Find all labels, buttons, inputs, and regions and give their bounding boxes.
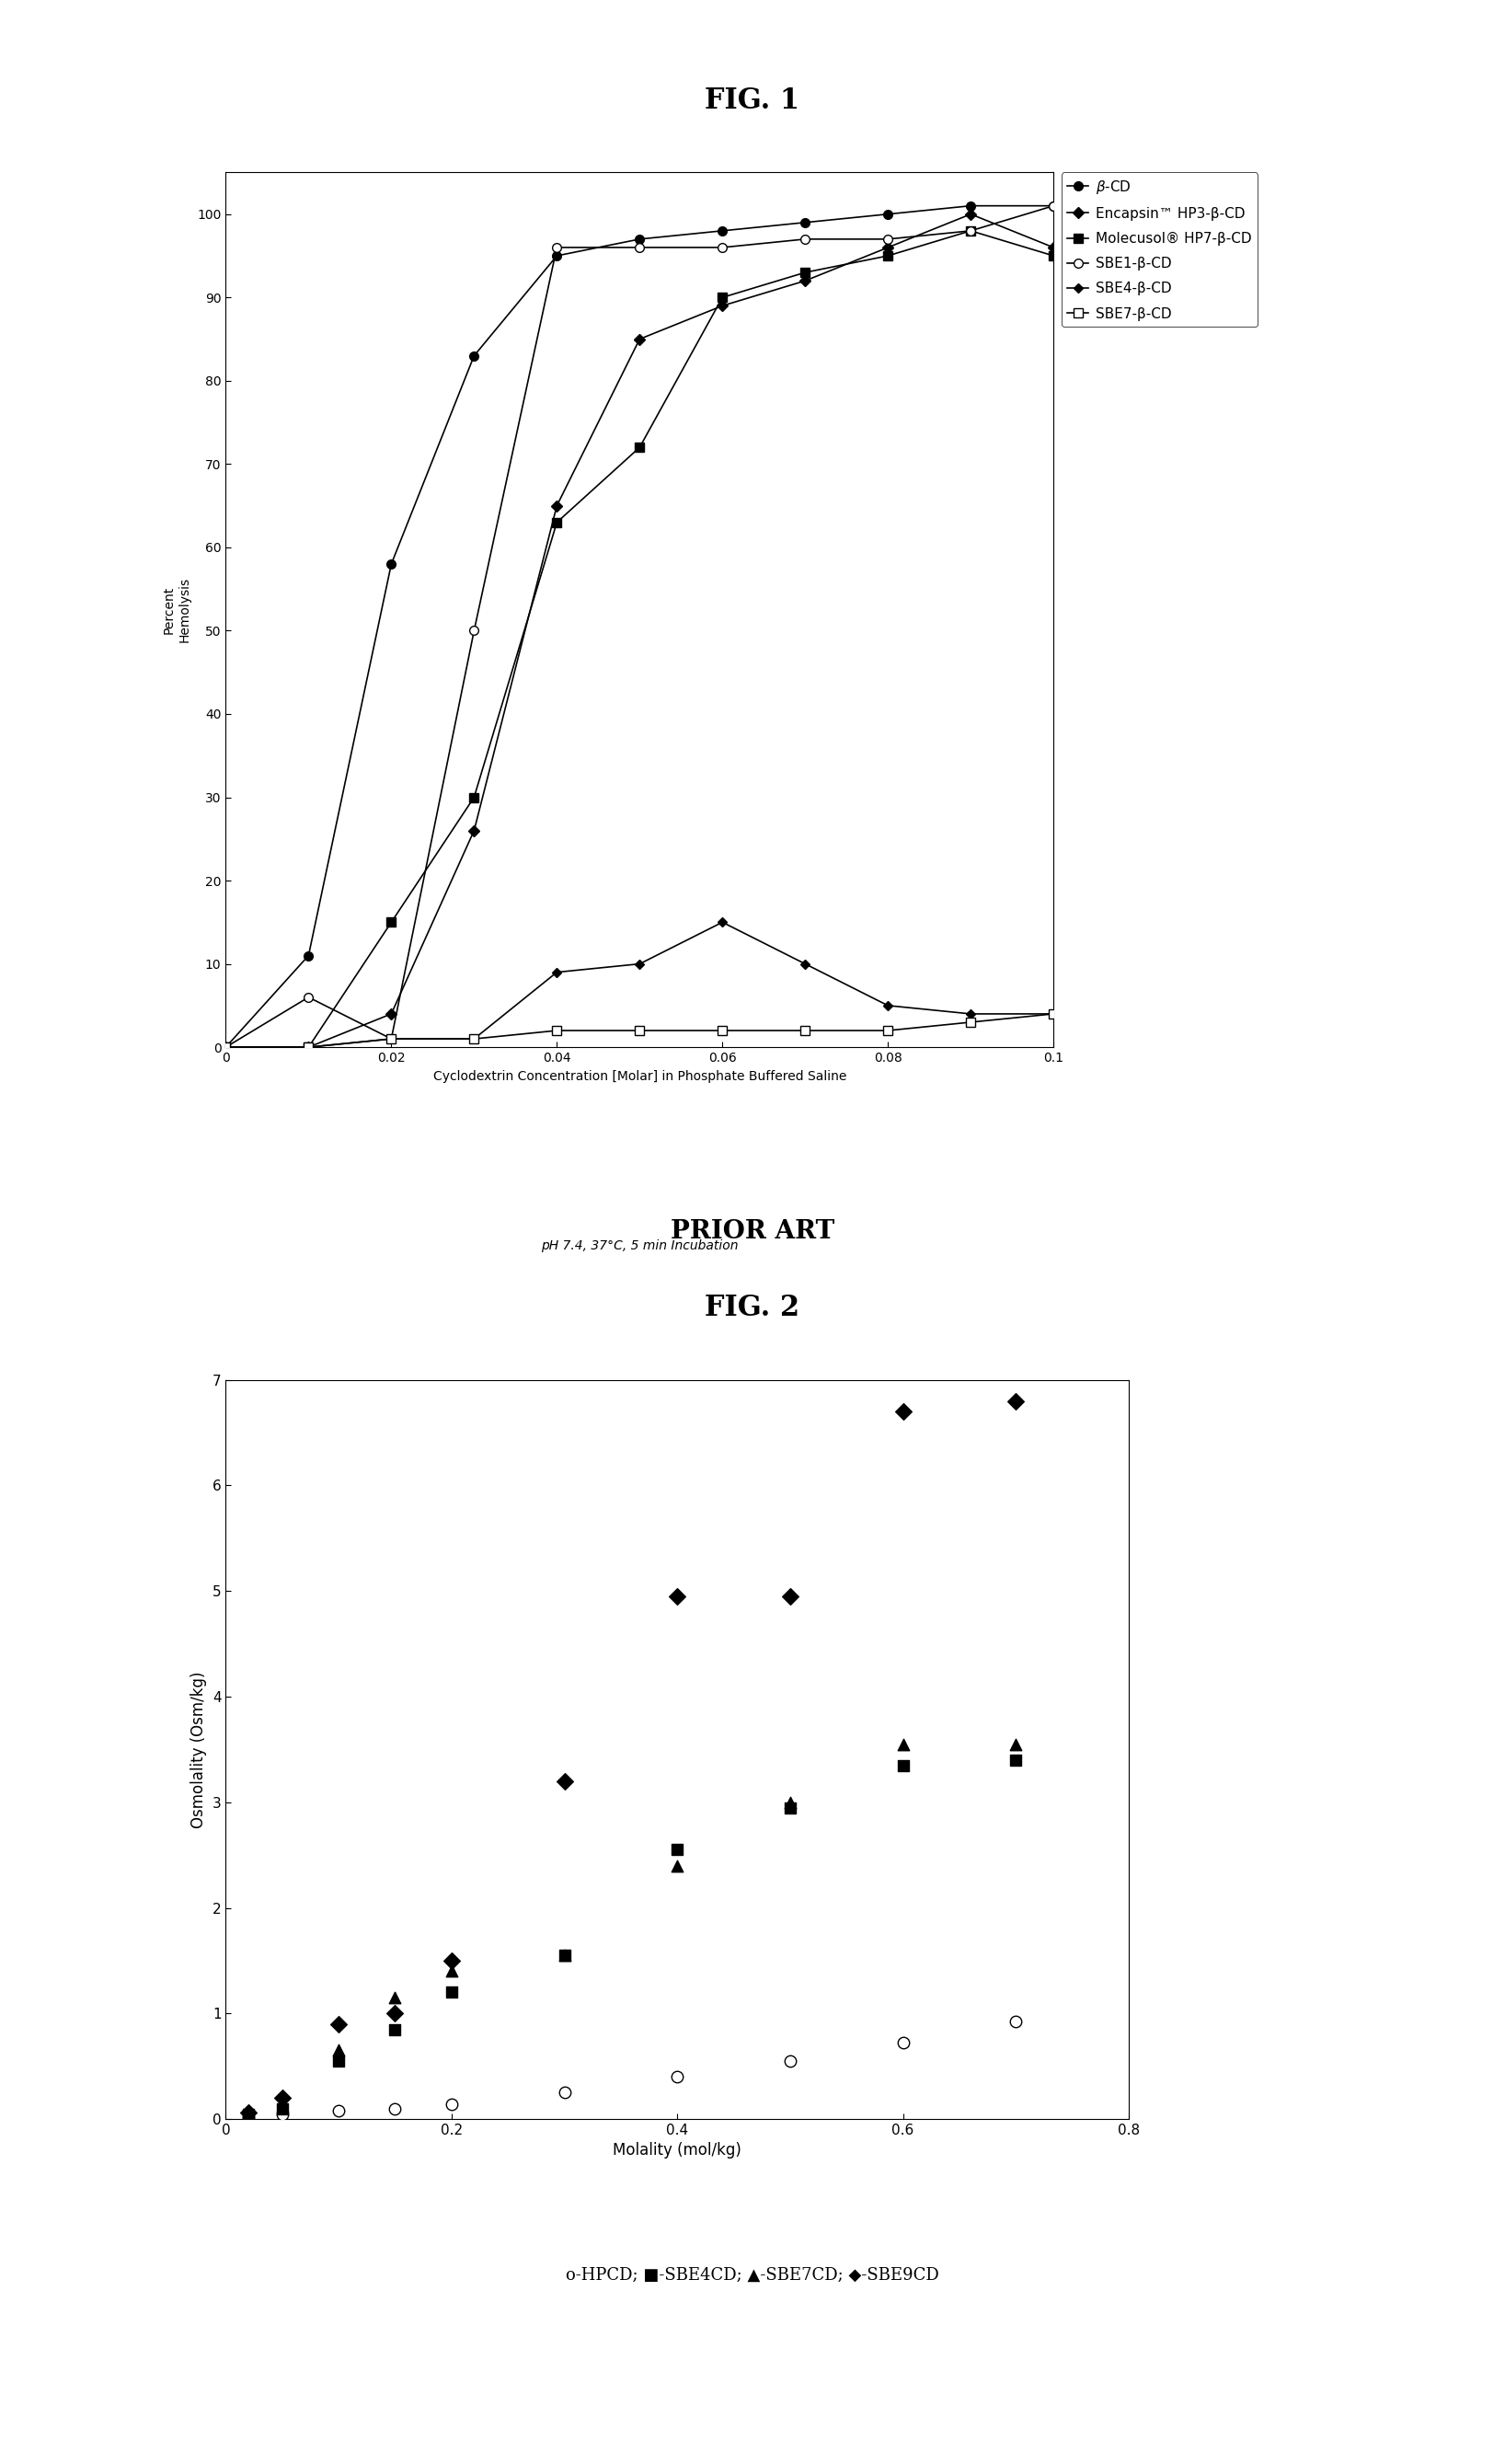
X-axis label: Molality (mol/kg): Molality (mol/kg) bbox=[613, 2141, 742, 2158]
Text: pH 7.4, 37°C, 5 min Incubation: pH 7.4, 37°C, 5 min Incubation bbox=[540, 1239, 739, 1252]
Point bbox=[327, 2003, 351, 2043]
Point bbox=[778, 1577, 802, 1616]
Point bbox=[665, 2057, 689, 2097]
Point bbox=[327, 2030, 351, 2070]
Point bbox=[439, 2085, 464, 2124]
Point bbox=[271, 2077, 295, 2117]
Y-axis label: Percent
Hemolysis: Percent Hemolysis bbox=[163, 577, 191, 643]
Point bbox=[665, 1846, 689, 1885]
Text: PRIOR ART: PRIOR ART bbox=[671, 1220, 834, 1244]
Y-axis label: Osmolality (Osm/kg): Osmolality (Osm/kg) bbox=[191, 1671, 208, 1828]
Point bbox=[1004, 2003, 1028, 2043]
Point bbox=[552, 2072, 576, 2112]
Point bbox=[1004, 1740, 1028, 1779]
Point bbox=[439, 1951, 464, 1991]
Text: o-HPCD; ■-SBE4CD; ▲-SBE7CD; ◆-SBE9CD: o-HPCD; ■-SBE4CD; ▲-SBE7CD; ◆-SBE9CD bbox=[566, 2267, 939, 2284]
Point bbox=[778, 2040, 802, 2080]
Point bbox=[1004, 1382, 1028, 1422]
Point bbox=[891, 2023, 915, 2062]
Point bbox=[236, 2092, 260, 2131]
Text: FIG. 2: FIG. 2 bbox=[704, 1294, 801, 1323]
Point bbox=[382, 2089, 406, 2129]
Text: FIG. 1: FIG. 1 bbox=[706, 86, 799, 116]
Point bbox=[382, 2011, 406, 2050]
X-axis label: Cyclodextrin Concentration [Molar] in Phosphate Buffered Saline: Cyclodextrin Concentration [Molar] in Ph… bbox=[433, 1069, 846, 1082]
Point bbox=[327, 2092, 351, 2131]
Point bbox=[236, 2097, 260, 2136]
Point bbox=[439, 1942, 464, 1981]
Point bbox=[552, 1937, 576, 1976]
Point bbox=[327, 2040, 351, 2080]
Point bbox=[778, 1789, 802, 1828]
Point bbox=[891, 1392, 915, 1432]
Point bbox=[439, 1974, 464, 2013]
Point bbox=[665, 1577, 689, 1616]
Point bbox=[778, 1781, 802, 1821]
Point bbox=[891, 1725, 915, 1764]
Point bbox=[271, 2094, 295, 2134]
Point bbox=[552, 1762, 576, 1801]
Legend: $\beta$-CD, Encapsin™ HP3-β-CD, Molecusol® HP7-β-CD, SBE1-β-CD, SBE4-β-CD, SBE7-: $\beta$-CD, Encapsin™ HP3-β-CD, Molecuso… bbox=[1063, 172, 1257, 325]
Point bbox=[552, 1937, 576, 1976]
Point bbox=[271, 2087, 295, 2126]
Point bbox=[891, 1745, 915, 1784]
Point bbox=[382, 1993, 406, 2033]
Point bbox=[236, 2094, 260, 2134]
Point bbox=[382, 1979, 406, 2018]
Point bbox=[271, 2089, 295, 2129]
Point bbox=[1004, 1725, 1028, 1764]
Point bbox=[236, 2094, 260, 2134]
Point bbox=[665, 1831, 689, 1870]
